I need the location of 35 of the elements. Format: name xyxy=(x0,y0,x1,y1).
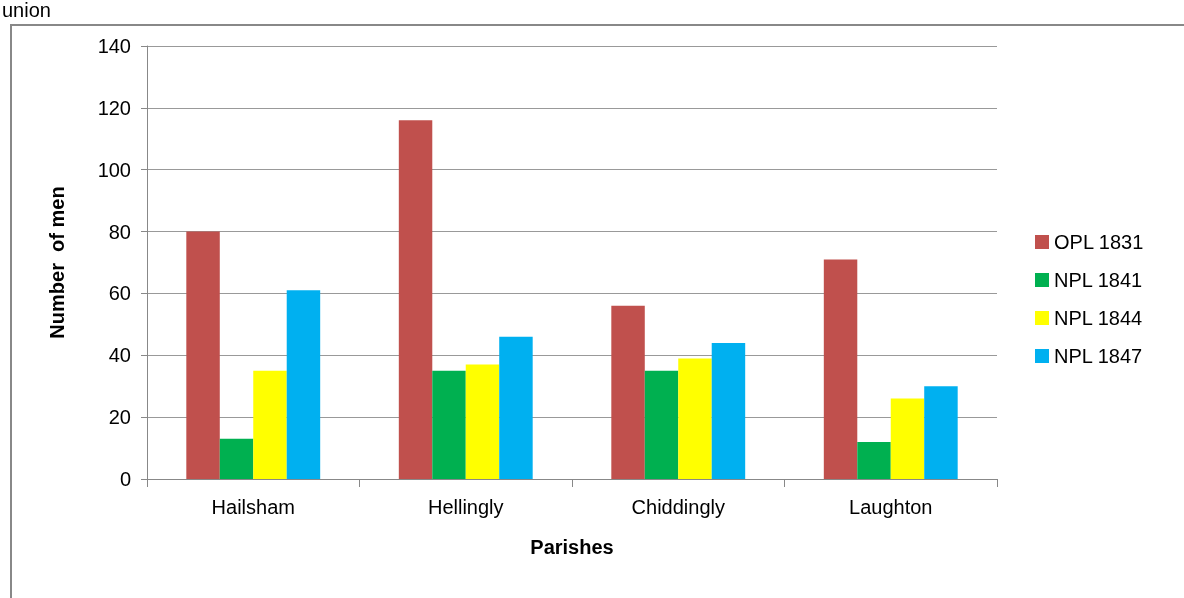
bar xyxy=(857,441,891,479)
bar xyxy=(499,336,533,479)
bar xyxy=(890,398,925,479)
y-tick-label: 0 xyxy=(119,468,131,490)
bar xyxy=(644,370,679,479)
legend-label: NPL 1841 xyxy=(1054,269,1143,291)
bar xyxy=(398,120,433,479)
y-tick-label: 20 xyxy=(108,406,131,429)
y-tick-label: 120 xyxy=(97,96,131,119)
bar xyxy=(924,386,958,479)
x-tick-label: Laughton xyxy=(849,496,933,518)
x-tick-label: Hellingly xyxy=(427,496,504,518)
bar xyxy=(611,305,645,479)
text: union xyxy=(2,0,51,21)
bar xyxy=(711,342,746,479)
x-tick-label: Chiddingly xyxy=(631,496,725,518)
bar xyxy=(465,364,500,479)
bar xyxy=(219,438,254,479)
bar xyxy=(823,259,858,479)
y-tick-label: 140 xyxy=(97,35,131,57)
y-tick-label: 80 xyxy=(108,220,131,243)
y-axis-title: Number of men xyxy=(46,186,68,339)
y-tick-label: 40 xyxy=(108,344,131,367)
bar xyxy=(253,370,287,479)
bar xyxy=(186,231,220,479)
bar xyxy=(286,290,321,479)
bar xyxy=(678,358,712,479)
x-tick-label: Hailsham xyxy=(211,496,295,518)
legend-label: NPL 1844 xyxy=(1054,307,1143,329)
legend-label: OPL 1831 xyxy=(1054,231,1144,253)
y-tick-label: 100 xyxy=(97,158,131,181)
y-tick-label: 60 xyxy=(108,282,131,305)
legend-label: NPL 1847 xyxy=(1054,345,1143,367)
bar xyxy=(432,370,466,479)
x-axis-title: Parishes xyxy=(530,536,614,558)
